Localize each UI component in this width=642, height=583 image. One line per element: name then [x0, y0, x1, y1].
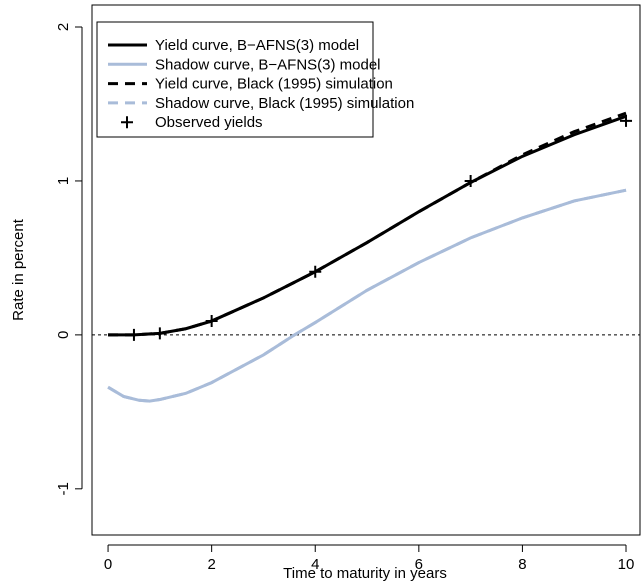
x-axis-label: Time to maturity in years [283, 565, 447, 582]
observed-marker [620, 114, 633, 127]
curve [108, 114, 627, 337]
observed-marker [309, 265, 322, 278]
y-tick-label: 2 [55, 23, 72, 31]
legend-label: Observed yields [155, 114, 263, 131]
y-tick-label: 1 [55, 177, 72, 185]
legend-box [96, 21, 374, 138]
x-tick-label: 10 [618, 556, 635, 573]
y-axis-label: Rate in percent [10, 218, 27, 321]
legend-label: Shadow curve, B−AFNS(3) model [155, 56, 381, 73]
legend-label: Yield curve, Black (1995) simulation [155, 76, 393, 93]
observed-marker [153, 327, 166, 340]
legend-label: Shadow curve, Black (1995) simulation [155, 95, 414, 112]
x-tick-label: 0 [104, 556, 112, 573]
observed-marker [464, 174, 477, 187]
x-tick-label: 8 [518, 556, 526, 573]
legend-label: Yield curve, B−AFNS(3) model [155, 37, 359, 54]
y-tick-label: -1 [55, 482, 72, 495]
observed-marker [205, 315, 218, 328]
plot-box [91, 4, 641, 536]
x-tick-label: 2 [207, 556, 215, 573]
curve [107, 188, 627, 403]
y-tick-label: 0 [55, 331, 72, 339]
legend-marker [121, 116, 133, 129]
curve [107, 188, 627, 403]
x-tick-label: 6 [415, 556, 423, 573]
x-tick-label: 4 [311, 556, 319, 573]
observed-marker [127, 328, 140, 341]
